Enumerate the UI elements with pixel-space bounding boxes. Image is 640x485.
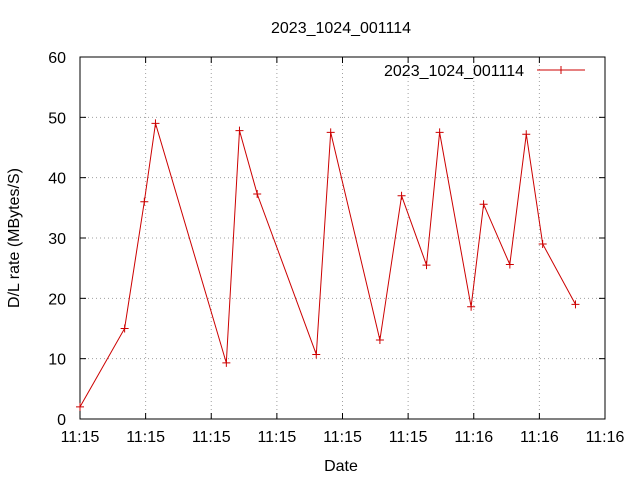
data-point — [151, 119, 160, 128]
x-tick-label: 11:15 — [389, 429, 428, 446]
x-axis-label: Date — [324, 458, 358, 475]
data-point — [479, 200, 488, 209]
y-tick-label: 40 — [48, 171, 66, 188]
data-point — [375, 335, 384, 344]
y-tick-label: 60 — [48, 50, 66, 67]
x-tick-label: 11:15 — [192, 429, 231, 446]
y-tick-label: 20 — [48, 291, 66, 308]
data-point — [538, 240, 547, 249]
data-point — [435, 128, 444, 137]
x-tick-label: 11:16 — [454, 429, 493, 446]
data-point — [326, 128, 335, 137]
x-tick-label: 11:16 — [520, 429, 559, 446]
x-tick-label: 11:16 — [586, 429, 625, 446]
legend-label: 2023_1024_001114 — [384, 63, 524, 80]
grid-layer — [80, 57, 605, 419]
y-tick-label: 0 — [57, 412, 66, 429]
x-tick-label: 11:15 — [61, 429, 100, 446]
series-line — [79, 123, 576, 408]
y-tick-label: 10 — [48, 352, 66, 369]
data-point — [522, 130, 531, 139]
x-tick-label: 11:15 — [126, 429, 165, 446]
axes-layer: 0 10 20 30 40 50 60 11:15 11:15 11:15 11:15 11:15 11… — [48, 50, 624, 446]
data-point — [235, 126, 244, 135]
legend-marker — [557, 66, 565, 74]
data-point — [422, 261, 431, 270]
y-axis-label: D/L rate (MBytes/S) — [6, 168, 23, 308]
data-point — [222, 358, 231, 367]
data-point — [140, 197, 149, 206]
data-point — [120, 324, 129, 333]
x-tick-label: 11:15 — [257, 429, 296, 446]
y-tick-label: 50 — [48, 110, 66, 127]
x-tick-label: 11:15 — [323, 429, 362, 446]
y-tick-label: 30 — [48, 231, 66, 248]
data-point — [397, 191, 406, 200]
data-point — [253, 189, 262, 198]
data-point — [571, 300, 580, 309]
data-point — [467, 302, 476, 311]
series-layer — [76, 119, 580, 411]
data-point — [505, 260, 514, 269]
chart-title: 2023_1024_001114 — [271, 20, 411, 37]
legend: 2023_1024_001114 — [384, 63, 585, 80]
data-point — [76, 402, 84, 411]
data-point — [312, 350, 321, 359]
